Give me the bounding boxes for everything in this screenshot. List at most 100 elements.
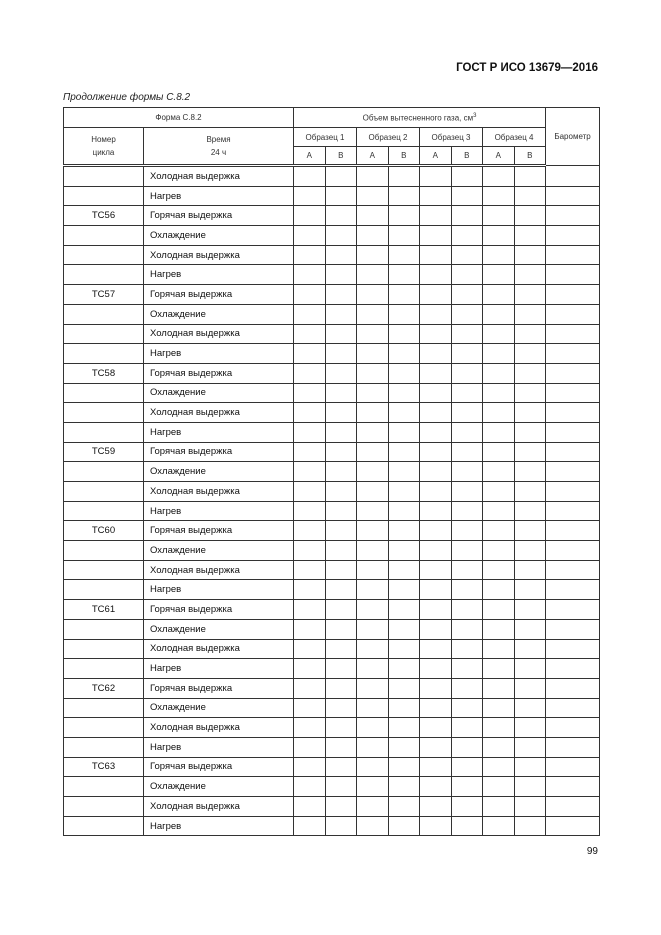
volume-entry-cell[interactable] <box>450 461 483 482</box>
volume-entry-cell[interactable] <box>324 776 357 797</box>
volume-entry-cell[interactable] <box>482 540 515 561</box>
volume-entry-cell[interactable] <box>356 362 389 384</box>
volume-entry-cell[interactable] <box>293 796 326 817</box>
volume-entry-cell[interactable] <box>482 225 515 246</box>
volume-entry-cell[interactable] <box>450 441 483 463</box>
volume-entry-cell[interactable] <box>293 815 326 837</box>
volume-entry-cell[interactable] <box>387 205 420 227</box>
volume-entry-cell[interactable] <box>419 481 452 502</box>
volume-entry-cell[interactable] <box>419 343 452 364</box>
volume-entry-cell[interactable] <box>387 697 420 719</box>
volume-entry-cell[interactable] <box>482 658 515 679</box>
volume-entry-cell[interactable] <box>450 481 483 502</box>
volume-entry-cell[interactable] <box>513 697 547 719</box>
barometer-entry-cell[interactable] <box>545 343 601 364</box>
volume-entry-cell[interactable] <box>513 343 547 364</box>
barometer-entry-cell[interactable] <box>545 421 601 443</box>
volume-entry-cell[interactable] <box>482 165 515 187</box>
volume-entry-cell[interactable] <box>324 756 357 778</box>
volume-entry-cell[interactable] <box>293 677 326 699</box>
volume-entry-cell[interactable] <box>293 520 326 542</box>
volume-entry-cell[interactable] <box>293 284 326 305</box>
volume-entry-cell[interactable] <box>356 382 389 404</box>
volume-entry-cell[interactable] <box>513 756 547 778</box>
volume-entry-cell[interactable] <box>324 303 357 325</box>
volume-entry-cell[interactable] <box>356 559 389 581</box>
volume-entry-cell[interactable] <box>356 264 389 286</box>
volume-entry-cell[interactable] <box>482 717 515 738</box>
volume-entry-cell[interactable] <box>482 362 515 384</box>
volume-entry-cell[interactable] <box>482 599 515 620</box>
volume-entry-cell[interactable] <box>387 323 420 345</box>
volume-entry-cell[interactable] <box>387 717 420 738</box>
volume-entry-cell[interactable] <box>293 382 326 404</box>
barometer-entry-cell[interactable] <box>545 618 601 640</box>
volume-entry-cell[interactable] <box>293 264 326 286</box>
volume-entry-cell[interactable] <box>419 303 452 325</box>
volume-entry-cell[interactable] <box>450 717 483 738</box>
volume-entry-cell[interactable] <box>450 658 483 679</box>
volume-entry-cell[interactable] <box>324 736 357 758</box>
volume-entry-cell[interactable] <box>293 421 326 443</box>
volume-entry-cell[interactable] <box>513 323 547 345</box>
volume-entry-cell[interactable] <box>324 796 357 817</box>
volume-entry-cell[interactable] <box>419 599 452 620</box>
volume-entry-cell[interactable] <box>356 402 389 423</box>
volume-entry-cell[interactable] <box>513 185 547 207</box>
barometer-entry-cell[interactable] <box>545 461 601 482</box>
volume-entry-cell[interactable] <box>482 500 515 522</box>
volume-entry-cell[interactable] <box>482 441 515 463</box>
volume-entry-cell[interactable] <box>324 500 357 522</box>
barometer-entry-cell[interactable] <box>545 815 601 837</box>
volume-entry-cell[interactable] <box>482 638 515 660</box>
volume-entry-cell[interactable] <box>324 677 357 699</box>
volume-entry-cell[interactable] <box>450 244 483 266</box>
volume-entry-cell[interactable] <box>419 559 452 581</box>
volume-entry-cell[interactable] <box>324 579 357 601</box>
volume-entry-cell[interactable] <box>513 441 547 463</box>
volume-entry-cell[interactable] <box>387 599 420 620</box>
volume-entry-cell[interactable] <box>324 618 357 640</box>
volume-entry-cell[interactable] <box>356 500 389 522</box>
barometer-entry-cell[interactable] <box>545 658 601 679</box>
volume-entry-cell[interactable] <box>513 500 547 522</box>
volume-entry-cell[interactable] <box>450 165 483 187</box>
volume-entry-cell[interactable] <box>419 500 452 522</box>
volume-entry-cell[interactable] <box>324 264 357 286</box>
volume-entry-cell[interactable] <box>450 815 483 837</box>
volume-entry-cell[interactable] <box>450 697 483 719</box>
volume-entry-cell[interactable] <box>324 343 357 364</box>
volume-entry-cell[interactable] <box>356 244 389 266</box>
volume-entry-cell[interactable] <box>513 382 547 404</box>
volume-entry-cell[interactable] <box>293 461 326 482</box>
volume-entry-cell[interactable] <box>482 244 515 266</box>
volume-entry-cell[interactable] <box>387 165 420 187</box>
barometer-entry-cell[interactable] <box>545 520 601 542</box>
volume-entry-cell[interactable] <box>482 284 515 305</box>
volume-entry-cell[interactable] <box>356 284 389 305</box>
volume-entry-cell[interactable] <box>387 815 420 837</box>
volume-entry-cell[interactable] <box>450 520 483 542</box>
volume-entry-cell[interactable] <box>356 520 389 542</box>
volume-entry-cell[interactable] <box>419 264 452 286</box>
volume-entry-cell[interactable] <box>387 500 420 522</box>
volume-entry-cell[interactable] <box>482 421 515 443</box>
volume-entry-cell[interactable] <box>450 559 483 581</box>
volume-entry-cell[interactable] <box>293 402 326 423</box>
volume-entry-cell[interactable] <box>387 284 420 305</box>
volume-entry-cell[interactable] <box>450 264 483 286</box>
volume-entry-cell[interactable] <box>513 520 547 542</box>
volume-entry-cell[interactable] <box>419 244 452 266</box>
volume-entry-cell[interactable] <box>356 599 389 620</box>
volume-entry-cell[interactable] <box>513 815 547 837</box>
volume-entry-cell[interactable] <box>324 165 357 187</box>
volume-entry-cell[interactable] <box>356 323 389 345</box>
volume-entry-cell[interactable] <box>482 205 515 227</box>
volume-entry-cell[interactable] <box>293 205 326 227</box>
barometer-entry-cell[interactable] <box>545 362 601 384</box>
barometer-entry-cell[interactable] <box>545 185 601 207</box>
volume-entry-cell[interactable] <box>450 540 483 561</box>
volume-entry-cell[interactable] <box>513 677 547 699</box>
volume-entry-cell[interactable] <box>387 658 420 679</box>
volume-entry-cell[interactable] <box>356 421 389 443</box>
